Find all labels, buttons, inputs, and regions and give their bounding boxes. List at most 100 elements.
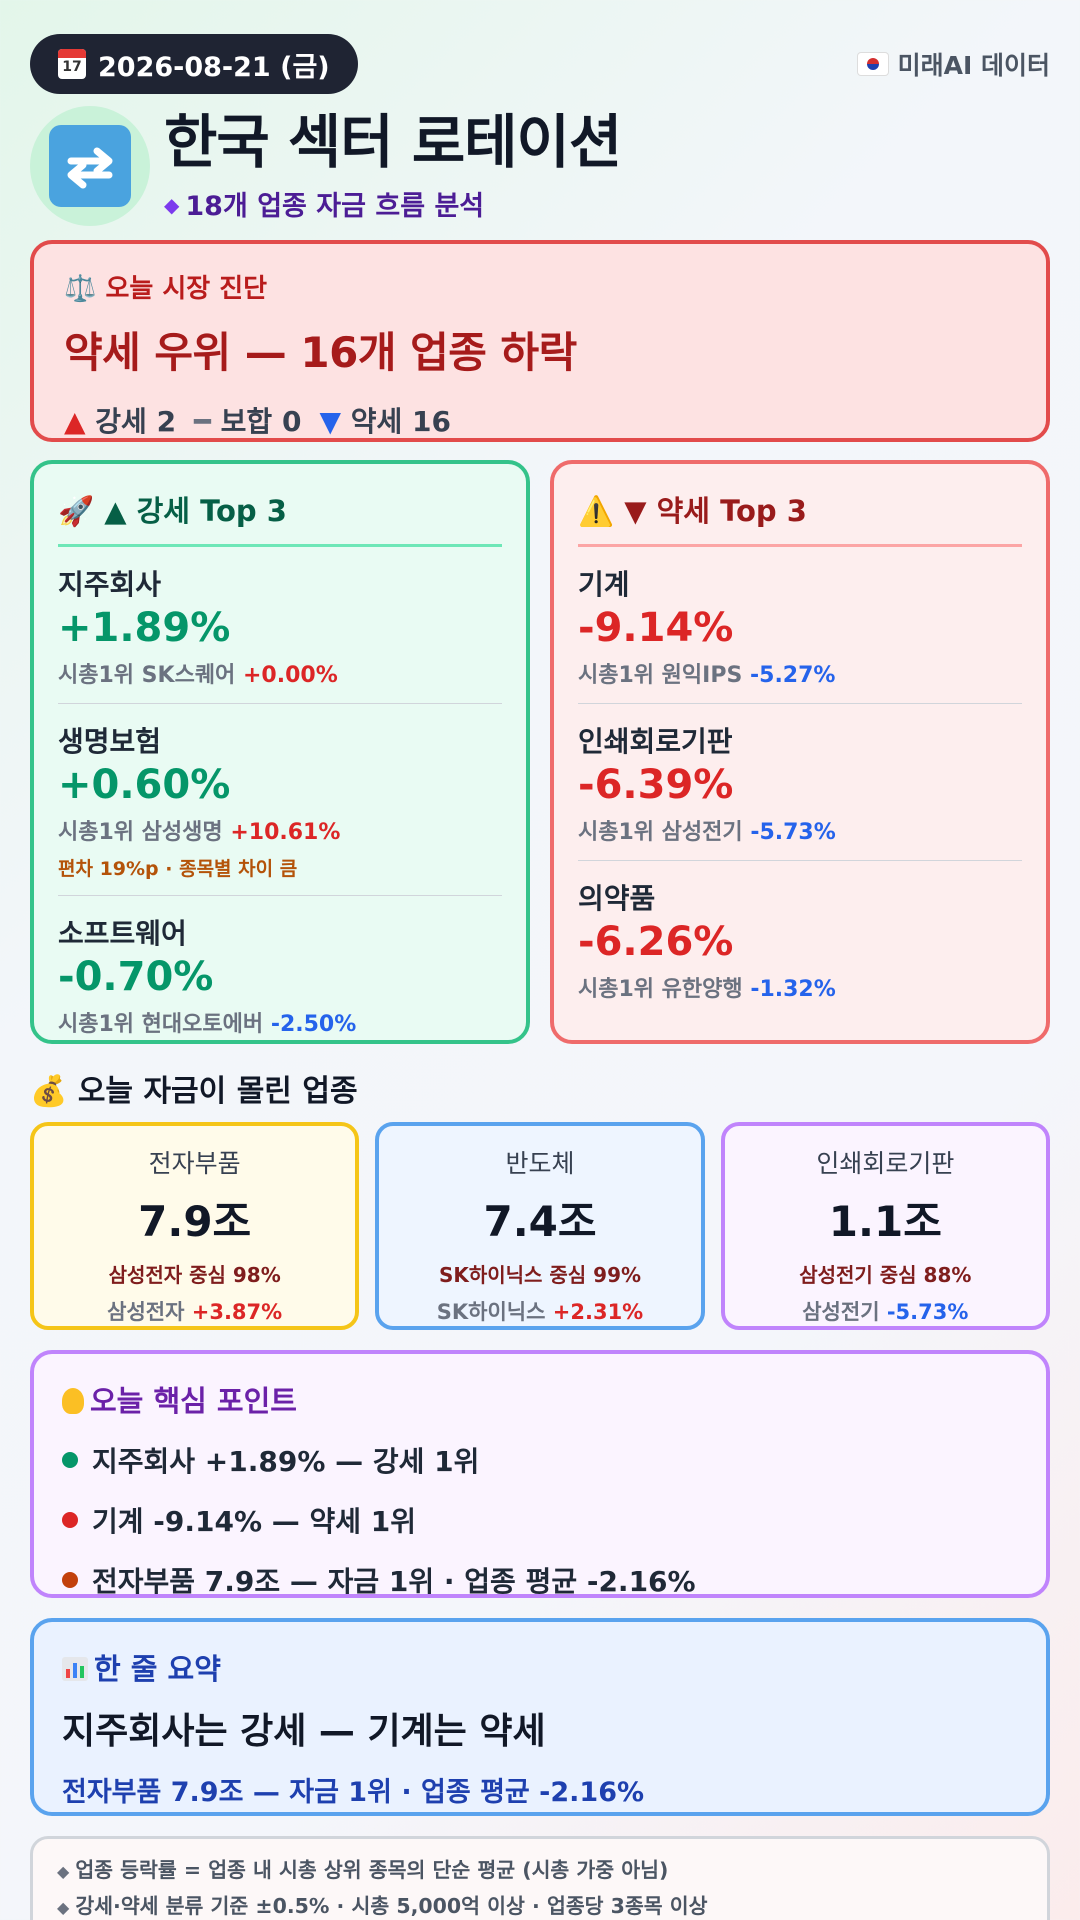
key-point: 기계 -9.14% — 약세 1위 (62, 1500, 1018, 1540)
up-count: ▲ 강세 2 (64, 400, 176, 440)
flow-amount: 7.4조 (483, 1197, 597, 1246)
footnote-box: ◆ 업종 등락률 = 업종 내 시총 상위 종목의 단순 평균 (시총 가중 아님… (30, 1836, 1050, 1920)
brand: 미래AI 데이터 (857, 46, 1050, 82)
sector-name: 생명보험 (58, 725, 162, 758)
summary-main: 지주회사는 강세 — 기계는 약세 (62, 1711, 546, 1752)
title-row: 한국 섹터 로테이션 ◆ 18개 업종 자금 흐름 분석 (30, 106, 1050, 226)
sector-pct: -6.26% (578, 919, 734, 965)
bar-chart-icon (62, 1657, 88, 1681)
flow-leader-name: 삼성전자 (107, 1300, 185, 1324)
sector-pct: -9.14% (578, 605, 734, 651)
top-down-heading-text: 약세 Top 3 (656, 494, 807, 528)
summary-card: 한 줄 요약 지주회사는 강세 — 기계는 약세 전자부품 7.9조 — 자금 … (30, 1618, 1050, 1816)
flow-cards: 전자부품 7.9조 삼성전자 중심 98% 삼성전자 +3.87% 반도체 7.… (30, 1122, 1050, 1330)
market-diagnosis-card: ⚖️ 오늘 시장 진단 약세 우위 — 16개 업종 하락 ▲ 강세 2 ━ 보… (30, 240, 1050, 442)
page-title: 한국 섹터 로테이션 (164, 107, 622, 176)
key-point-text: 전자부품 7.9조 — 자금 1위 · 업종 평균 -2.16% (92, 1565, 696, 1598)
top-up-item: 지주회사 +1.89% 시총1위 SK스퀘어 +0.00% (58, 547, 502, 704)
diamond-icon: ◆ (57, 1898, 70, 1917)
sector-note: 편차 19%p · 종목별 차이 큼 (58, 858, 298, 880)
top-up-item: 소프트웨어 -0.70% 시총1위 현대오토에버 -2.50% (58, 896, 502, 1052)
leader-pct: +0.00% (242, 663, 338, 688)
top-down-item: 기계 -9.14% 시총1위 원익IPS -5.27% (578, 547, 1022, 704)
top-down-item: 의약품 -6.26% 시총1위 유한양행 -1.32% (578, 861, 1022, 1017)
sector-leader: 시총1위 현대오토에버 -2.50% (58, 1006, 502, 1038)
leader-name: 시총1위 현대오토에버 (58, 1012, 264, 1037)
footnote-text: 강세·약세 분류 기준 ±0.5% · 시총 5,000억 이상 · 업종당 3… (75, 1894, 708, 1918)
down-count: ▼ 약세 16 (319, 400, 451, 440)
diamond-icon: ◆ (164, 192, 180, 217)
leader-pct: -5.27% (750, 663, 836, 688)
key-points-card: 오늘 핵심 포인트 지주회사 +1.89% — 강세 1위 기계 -9.14% … (30, 1350, 1050, 1598)
key-point: 전자부품 7.9조 — 자금 1위 · 업종 평균 -2.16% (62, 1560, 1018, 1600)
diagnosis-label: ⚖️ 오늘 시장 진단 (64, 268, 1016, 305)
korea-flag-icon (857, 53, 888, 75)
leader-pct: -2.50% (270, 1012, 357, 1037)
sector-name: 기계 (578, 568, 630, 601)
flow-sector-name: 반도체 (505, 1149, 575, 1178)
top3-section: 🚀 ▲ 강세 Top 3 지주회사 +1.89% 시총1위 SK스퀘어 +0.0… (30, 460, 1050, 1044)
down-triangle-icon: ▼ (319, 405, 341, 438)
top-up-card: 🚀 ▲ 강세 Top 3 지주회사 +1.89% 시총1위 SK스퀘어 +0.0… (30, 460, 530, 1044)
date-pill: 17 2026-08-21 (금) (30, 34, 358, 94)
leader-name: 시총1위 SK스퀘어 (58, 663, 236, 688)
logo (30, 106, 150, 226)
top-bar: 17 2026-08-21 (금) 미래AI 데이터 (30, 34, 1050, 94)
diamond-icon: ◆ (57, 1862, 70, 1881)
diagnosis-headline: 약세 우위 — 16개 업종 하락 (64, 328, 577, 377)
calendar-day: 17 (62, 59, 82, 75)
rocket-icon: 🚀 (58, 494, 95, 528)
leader-name: 시총1위 삼성전기 (578, 820, 743, 845)
page: 17 2026-08-21 (금) 미래AI 데이터 한국 섹터 로테이션 ◆ 1… (30, 34, 1050, 1920)
sector-pct: +0.60% (58, 762, 231, 808)
flow-sector-name: 인쇄회로기판 (816, 1149, 955, 1178)
sector-leader: 시총1위 유한양행 -1.32% (578, 971, 1022, 1003)
summary-sub: 전자부품 7.9조 — 자금 1위 · 업종 평균 -2.16% (62, 1777, 645, 1808)
flow-amount: 1.1조 (828, 1197, 942, 1246)
brand-name: 미래AI 데이터 (897, 51, 1050, 80)
bullet-dot (62, 1512, 78, 1528)
flow-leader-name: SK하이닉스 (436, 1300, 546, 1324)
lightbulb-icon (62, 1388, 84, 1414)
rotate-arrows-icon (49, 125, 131, 207)
balance-scale-icon: ⚖️ (64, 274, 106, 304)
sector-name: 의약품 (578, 882, 656, 915)
sector-leader: 시총1위 원익IPS -5.27% (578, 657, 1022, 689)
key-point: 지주회사 +1.89% — 강세 1위 (62, 1440, 1018, 1480)
flow-leader-pct: -5.73% (886, 1300, 969, 1324)
sector-name: 인쇄회로기판 (578, 725, 733, 758)
leader-name: 시총1위 유한양행 (578, 977, 743, 1002)
sector-pct: +1.89% (58, 605, 231, 651)
footnote-text: 업종 등락률 = 업종 내 시총 상위 종목의 단순 평균 (시총 가중 아님) (75, 1858, 669, 1882)
key-points-heading-text: 오늘 핵심 포인트 (90, 1384, 297, 1418)
key-point-text: 기계 -9.14% — 약세 1위 (92, 1505, 417, 1538)
diagnosis-label-text: 오늘 시장 진단 (105, 274, 268, 304)
flow-leader: 삼성전기 -5.73% (725, 1296, 1046, 1326)
top-up-heading: 🚀 ▲ 강세 Top 3 (58, 488, 502, 547)
flat-count: ━ 보합 0 (194, 400, 301, 440)
flat-count-text: 보합 0 (220, 405, 302, 438)
up-triangle-icon: ▲ (64, 405, 86, 438)
flat-dash-icon: ━ (194, 405, 211, 438)
flow-card: 전자부품 7.9조 삼성전자 중심 98% 삼성전자 +3.87% (30, 1122, 360, 1330)
flow-card: 인쇄회로기판 1.1조 삼성전기 중심 88% 삼성전기 -5.73% (720, 1122, 1050, 1330)
page-subtitle: ◆ 18개 업종 자금 흐름 분석 (164, 184, 621, 223)
flow-card: 반도체 7.4조 SK하이닉스 중심 99% SK하이닉스 +2.31% (375, 1122, 705, 1330)
top-down-item: 인쇄회로기판 -6.39% 시총1위 삼성전기 -5.73% (578, 704, 1022, 861)
sector-leader: 시총1위 삼성전기 -5.73% (578, 814, 1022, 846)
leader-pct: -1.32% (750, 977, 836, 1002)
top-up-heading-text: 강세 Top 3 (136, 494, 287, 528)
top-down-card: ⚠️ ▼ 약세 Top 3 기계 -9.14% 시총1위 원익IPS -5.27… (550, 460, 1050, 1044)
leader-name: 시총1위 원익IPS (578, 663, 743, 688)
sector-leader: 시총1위 SK스퀘어 +0.00% (58, 657, 502, 689)
flow-leader-name: 삼성전기 (802, 1300, 880, 1324)
flow-leader: SK하이닉스 +2.31% (379, 1296, 700, 1326)
leader-pct: -5.73% (750, 820, 836, 845)
up-count-text: 강세 2 (95, 405, 177, 438)
down-count-text: 약세 16 (350, 405, 451, 438)
key-points-heading: 오늘 핵심 포인트 (62, 1378, 1018, 1420)
flow-leader: 삼성전자 +3.87% (34, 1296, 355, 1326)
top-down-heading: ⚠️ ▼ 약세 Top 3 (578, 488, 1022, 547)
sector-pct: -0.70% (58, 954, 214, 1000)
key-point-text: 지주회사 +1.89% — 강세 1위 (92, 1445, 480, 1478)
